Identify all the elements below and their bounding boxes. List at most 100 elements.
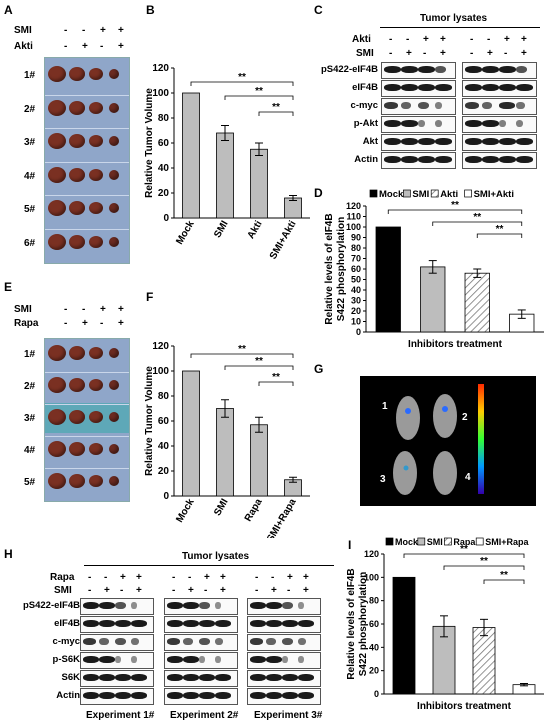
blot-c-label-2: c-myc	[350, 100, 378, 111]
bar-Mock	[182, 370, 200, 497]
a-tumor-4-3	[109, 203, 119, 213]
y-tick-label-6: 120	[364, 549, 379, 559]
blot-c-band-0-5	[482, 66, 499, 73]
e-tumor-4-2	[89, 475, 103, 487]
blot-h-band-1-11	[298, 620, 314, 627]
a-tumor-1-2	[89, 101, 103, 114]
blot-h-band-3-10	[282, 656, 288, 663]
blot-c-band-5-2	[418, 156, 435, 163]
legend-label-1: SMI	[412, 189, 429, 200]
blot-h-label-3: p-S6K	[52, 654, 80, 665]
sign-smi-c-7: +	[521, 48, 527, 59]
chart-d: Relative levels of eIF4B S422 phosphoryla…	[324, 189, 544, 350]
blot-h-band-0-10	[282, 602, 293, 609]
legend-swatch-1	[403, 189, 411, 198]
sign-smi-c-2: -	[423, 48, 427, 59]
blot-c-band-3-7	[516, 120, 524, 127]
blot-h-band-1-9	[266, 620, 282, 627]
panel-label-c: C	[314, 3, 323, 17]
akti-label-a: Akti	[14, 41, 33, 52]
blot-c-band-1-0	[384, 84, 401, 91]
e-tumor-1-3	[109, 380, 119, 390]
blot-c-band-5-5	[482, 156, 499, 163]
y-tick-label-1: 20	[158, 188, 170, 199]
y-axis-label-0: Relative Tumor Volume	[144, 366, 155, 476]
y-tick-label-5: 100	[152, 366, 169, 377]
blot-h-band-5-11	[298, 692, 314, 699]
sign-rapa-h-2: +	[120, 572, 126, 583]
blot-h-band-4-11	[298, 674, 314, 681]
blot-c-band-1-5	[482, 84, 499, 91]
blot-h-band-0-11	[298, 602, 304, 609]
e-tumor-1-1	[69, 378, 85, 392]
blot-c-band-5-3	[435, 156, 452, 163]
e-tumor-4-0	[48, 473, 66, 489]
e-row-divider-3	[45, 436, 129, 437]
blot-h-band-2-7	[215, 638, 224, 645]
sign-rapa-e-2: -	[100, 318, 104, 329]
sig-bracket-0	[387, 209, 523, 214]
sign-akti-c-3: +	[440, 34, 446, 45]
sig-stars-2: **	[272, 102, 280, 113]
y-tick-label-3: 30	[351, 296, 361, 306]
blot-h-label-4: S6K	[61, 672, 80, 683]
blot-h-band-4-7	[215, 674, 231, 681]
sign-smi-h-8: -	[255, 585, 259, 596]
sig-bracket-0	[190, 353, 294, 358]
sig-bracket-2	[483, 579, 525, 584]
blot-h-band-4-8	[250, 674, 266, 681]
y-tick-label-4: 80	[158, 113, 170, 124]
y-tick-label-0: 0	[374, 689, 379, 699]
blot-c-band-5-4	[465, 156, 482, 163]
sign-smi-h-4: -	[172, 585, 176, 596]
blot-h-band-2-0	[83, 638, 97, 645]
a-row-divider-4	[45, 195, 129, 196]
legend-label-3: SMI+Akti	[474, 189, 514, 200]
e-tumor-1-0	[48, 377, 66, 393]
y-axis-label-1: S422 phosphorylation	[358, 572, 369, 676]
sign-akti-c-6: +	[504, 34, 510, 45]
legend-smi-rapa-g: 4.SMI+	[500, 466, 532, 477]
y-tick-label-7: 70	[351, 254, 361, 264]
legend-swatch-2	[444, 537, 452, 546]
blot-c-band-1-1	[401, 84, 418, 91]
y-tick-label-3: 60	[369, 619, 379, 629]
rapa-label-e: Rapa	[14, 318, 39, 329]
a-tumor-4-1	[69, 201, 85, 215]
blot-h-band-3-7	[215, 656, 221, 663]
blot-c-band-0-7	[516, 66, 528, 73]
blot-c-band-1-2	[418, 84, 435, 91]
panel-label-d: D	[314, 186, 323, 200]
blot-h-band-2-10	[282, 638, 293, 645]
panel-label-h: H	[4, 547, 13, 561]
e-row-divider-4	[45, 468, 129, 469]
blot-c-band-4-0	[384, 138, 401, 145]
panel-label-f: F	[146, 290, 154, 304]
bar-Akti	[250, 148, 268, 219]
a-tumor-3-1	[69, 167, 85, 182]
y-tick-label-10: 100	[346, 222, 361, 232]
sign-smi-c-0: -	[389, 48, 393, 59]
sign-rapa-h-6: +	[204, 572, 210, 583]
sig-stars-0: **	[460, 544, 468, 555]
category-label-1: SMI	[212, 219, 231, 240]
sign-rapa-h-7: +	[220, 572, 226, 583]
sig-bracket-0	[190, 81, 294, 86]
sign-rapa-h-3: +	[136, 572, 142, 583]
blot-c-band-3-3	[435, 120, 443, 127]
e-tumor-2-1	[69, 410, 85, 424]
sign-smi-c-5: +	[487, 48, 493, 59]
sign-akti-c-5: -	[487, 34, 491, 45]
blot-c-band-4-5	[482, 138, 499, 145]
sign-smi-a-3: +	[118, 25, 124, 36]
panel-label-g: G	[314, 362, 324, 376]
a-tumor-5-2	[89, 235, 103, 248]
mice-silhouettes	[393, 384, 484, 495]
blot-h-band-3-11	[298, 656, 304, 663]
a-row-label-5: 6#	[24, 237, 36, 249]
blot-h-label-2: c-myc	[52, 636, 80, 647]
blot-c-band-3-6	[499, 120, 507, 127]
blot-h-band-3-8	[250, 656, 266, 663]
a-tumor-5-1	[69, 234, 85, 249]
blot-h-band-1-0	[83, 620, 99, 627]
